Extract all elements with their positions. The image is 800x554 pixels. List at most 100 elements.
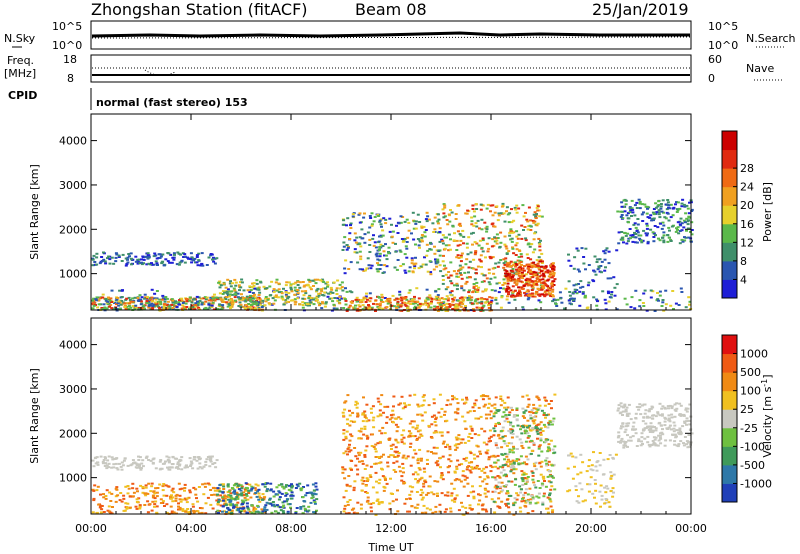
range-cell [493, 407, 497, 410]
range-cell [460, 296, 464, 299]
range-cell [622, 440, 626, 443]
range-cell [354, 403, 358, 406]
range-cell [378, 259, 382, 262]
range-cell [433, 216, 437, 219]
range-cell [526, 284, 530, 287]
range-cell [181, 508, 185, 511]
range-cell [535, 272, 539, 275]
range-cell [289, 288, 293, 291]
range-cell [661, 405, 665, 408]
range-cell [410, 298, 414, 301]
range-cell [266, 482, 269, 485]
range-cell [495, 233, 499, 236]
range-cell [179, 253, 183, 256]
range-cell [254, 489, 258, 492]
range-cell [168, 261, 172, 264]
range-cell [506, 295, 509, 298]
range-cell [639, 413, 643, 416]
range-cell [438, 240, 442, 243]
range-cell [151, 308, 154, 311]
range-cell [519, 491, 523, 494]
range-cell [440, 297, 444, 300]
range-cell [302, 505, 306, 508]
range-cell [419, 494, 423, 496]
range-cell [195, 497, 198, 500]
range-cell [675, 435, 678, 438]
range-cell [284, 291, 288, 294]
range-cell [505, 210, 508, 213]
range-cell [474, 268, 478, 271]
range-cell [467, 439, 471, 442]
range-cell [631, 235, 635, 238]
range-cell [485, 298, 489, 301]
range-cell [305, 492, 309, 494]
range-cell [624, 203, 628, 206]
range-cell [510, 221, 514, 224]
range-cell [528, 245, 532, 248]
range-cell [546, 446, 550, 449]
range-cell [222, 485, 226, 488]
range-cell [452, 303, 456, 306]
range-cell [513, 501, 517, 504]
range-cell [668, 420, 672, 423]
range-cell [175, 263, 179, 266]
range-cell [690, 229, 694, 231]
range-cell [230, 290, 234, 293]
range-cell [506, 213, 510, 216]
range-cell [446, 466, 450, 469]
range-cell [666, 212, 670, 215]
range-cell [223, 494, 227, 497]
range-cell [421, 419, 425, 422]
range-cell [259, 281, 263, 284]
range-cell [264, 504, 268, 507]
range-cell [96, 463, 100, 466]
range-cell [457, 434, 461, 437]
range-cell [414, 243, 417, 246]
range-cell [400, 395, 404, 398]
range-cell [216, 502, 220, 505]
range-cell [459, 441, 463, 444]
range-cell [434, 260, 438, 263]
range-cell [527, 265, 531, 268]
range-cell [683, 422, 687, 424]
range-cell [234, 291, 238, 294]
range-cell [224, 298, 228, 301]
range-cell [176, 463, 180, 466]
range-cell [306, 484, 310, 487]
range-cell [114, 252, 118, 255]
range-cell [500, 296, 504, 299]
range-cell [406, 455, 410, 458]
range-cell [110, 256, 114, 259]
range-cell [511, 429, 515, 432]
range-cell [468, 260, 472, 263]
range-cell [532, 407, 536, 410]
range-cell [567, 299, 571, 302]
range-cell [473, 241, 477, 244]
range-cell [366, 480, 369, 482]
range-cell [490, 245, 494, 248]
range-cell [500, 446, 504, 449]
range-cell [620, 437, 624, 440]
range-cell [230, 509, 234, 512]
range-cell [264, 296, 268, 298]
range-cell [533, 295, 537, 298]
range-cell [364, 491, 368, 493]
range-cell [257, 511, 261, 514]
range-cell [261, 305, 265, 307]
range-cell [210, 494, 214, 496]
range-cell [451, 300, 455, 303]
range-cell [236, 484, 240, 487]
range-cell [393, 450, 397, 453]
range-cell [376, 415, 380, 418]
range-cell [464, 212, 468, 215]
range-cell [603, 269, 607, 272]
range-cell [197, 486, 201, 488]
range-cell [472, 453, 476, 456]
range-cell [496, 219, 500, 222]
range-cell [633, 222, 637, 225]
range-cell [441, 242, 445, 245]
range-cell [505, 475, 508, 478]
range-cell [192, 486, 196, 489]
range-cell [369, 502, 373, 505]
range-cell [91, 307, 95, 310]
